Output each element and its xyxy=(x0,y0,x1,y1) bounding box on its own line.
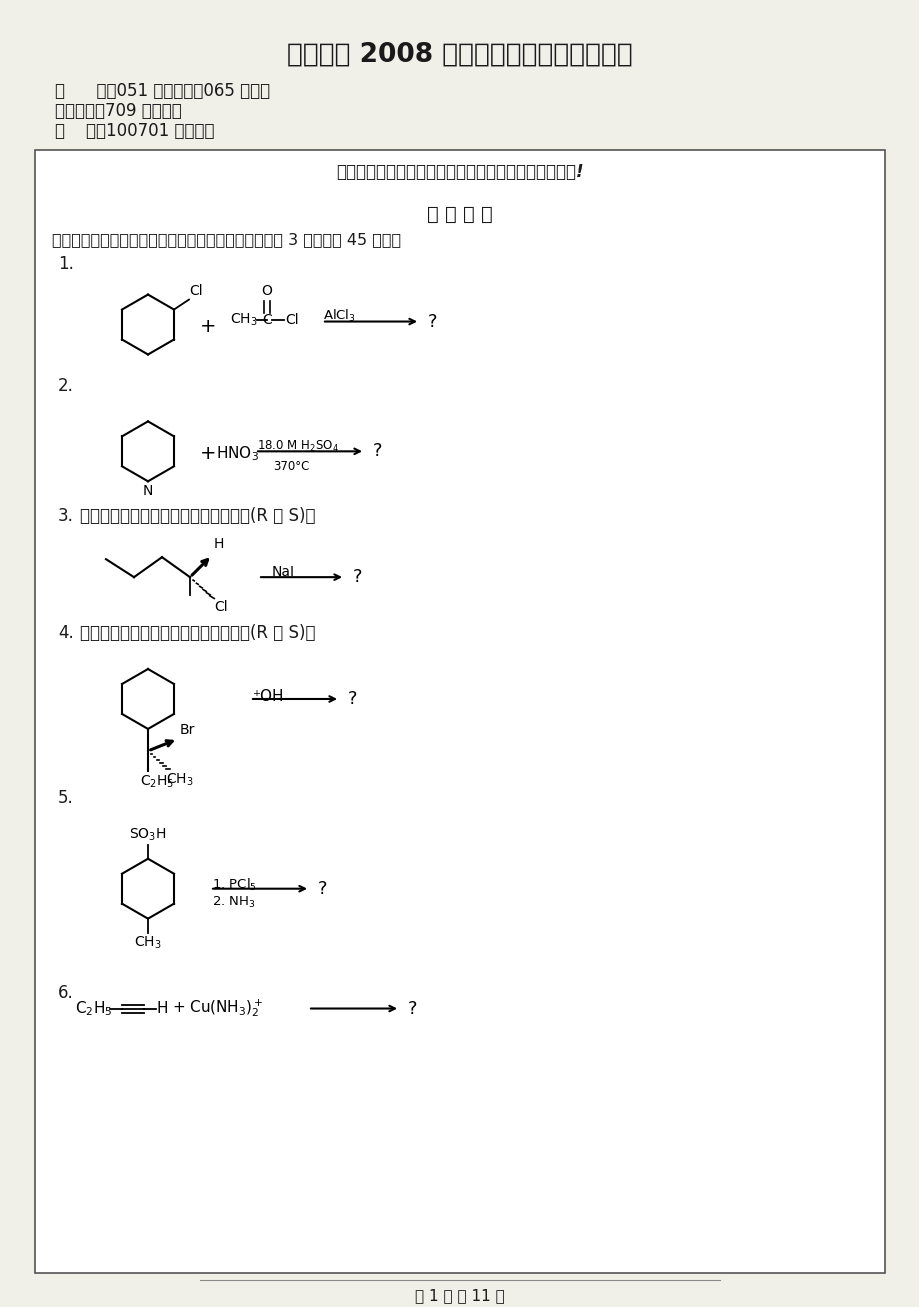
Bar xyxy=(35,150,884,1273)
Text: +: + xyxy=(199,444,216,463)
Text: ⁺OH: ⁺OH xyxy=(253,689,284,704)
Text: C$_2$H$_5$: C$_2$H$_5$ xyxy=(140,774,175,791)
Text: O: O xyxy=(261,284,272,298)
Text: Cl: Cl xyxy=(188,284,202,298)
Text: CH$_3$: CH$_3$ xyxy=(134,935,162,951)
Text: 18.0 M H$_2$SO$_4$: 18.0 M H$_2$SO$_4$ xyxy=(256,439,338,455)
Text: 370°C: 370°C xyxy=(273,460,309,473)
Text: 4.: 4. xyxy=(58,623,74,642)
Text: C: C xyxy=(262,312,272,327)
Text: +: + xyxy=(199,318,216,336)
Text: 第 1 页 共 11 页: 第 1 页 共 11 页 xyxy=(414,1289,505,1303)
Text: 注意：请将答案写在专用答题纸上，答在此试题上无效!: 注意：请将答案写在专用答题纸上，答在此试题上无效! xyxy=(335,163,584,180)
Text: HNO$_3$: HNO$_3$ xyxy=(216,444,258,463)
Text: CH$_3$: CH$_3$ xyxy=(165,772,193,788)
Text: ?: ? xyxy=(318,880,327,898)
Text: ?: ? xyxy=(427,312,437,331)
Text: Cl: Cl xyxy=(214,600,227,614)
Text: C$_2$H$_5$: C$_2$H$_5$ xyxy=(75,999,112,1018)
Text: N: N xyxy=(142,485,153,498)
Text: 南开大学 2008 年硕士研究生入学考试试题: 南开大学 2008 年硕士研究生入学考试试题 xyxy=(287,42,632,68)
Text: NaI: NaI xyxy=(272,565,295,579)
Text: H: H xyxy=(157,1001,168,1016)
Text: 一、完成下列反应式，注意有的反应有多种产物（每空 3 分，共计 45 分）：: 一、完成下列反应式，注意有的反应有多种产物（每空 3 分，共计 45 分）： xyxy=(52,231,401,247)
Text: ?: ? xyxy=(353,569,362,586)
Text: 2.: 2. xyxy=(58,378,74,396)
Text: CH$_3$: CH$_3$ xyxy=(230,311,257,328)
Text: 有 机 化 学: 有 机 化 学 xyxy=(426,205,493,223)
Text: 写出产物并注明手性碳原子的空间构型(R 或 S)：: 写出产物并注明手性碳原子的空间构型(R 或 S)： xyxy=(80,623,315,642)
Text: 2. NH$_3$: 2. NH$_3$ xyxy=(211,895,255,910)
Text: 专    业：100701 药物化学: 专 业：100701 药物化学 xyxy=(55,122,214,140)
Text: 学      院：051 化学学院，065 药学院: 学 院：051 化学学院，065 药学院 xyxy=(55,82,270,99)
Text: + Cu(NH$_3$)$_2^+$: + Cu(NH$_3$)$_2^+$ xyxy=(172,997,264,1019)
Text: SO$_3$H: SO$_3$H xyxy=(129,826,166,843)
Text: Cl: Cl xyxy=(285,312,299,327)
Text: 5.: 5. xyxy=(58,789,74,806)
Text: ?: ? xyxy=(407,1000,417,1018)
Text: ?: ? xyxy=(372,442,382,460)
Text: 1.: 1. xyxy=(58,255,74,273)
Text: 1. PCl$_5$: 1. PCl$_5$ xyxy=(211,877,256,893)
Text: Br: Br xyxy=(180,723,195,737)
Text: 3.: 3. xyxy=(58,507,74,525)
Text: H: H xyxy=(214,537,224,552)
Text: AlCl$_3$: AlCl$_3$ xyxy=(323,307,356,324)
Text: 考试科目：709 药物化学: 考试科目：709 药物化学 xyxy=(55,102,182,120)
Text: ?: ? xyxy=(347,690,357,708)
Text: 6.: 6. xyxy=(58,984,74,1001)
Text: 写出产物并注明手性碳原子的空间构型(R 或 S)：: 写出产物并注明手性碳原子的空间构型(R 或 S)： xyxy=(80,507,315,525)
